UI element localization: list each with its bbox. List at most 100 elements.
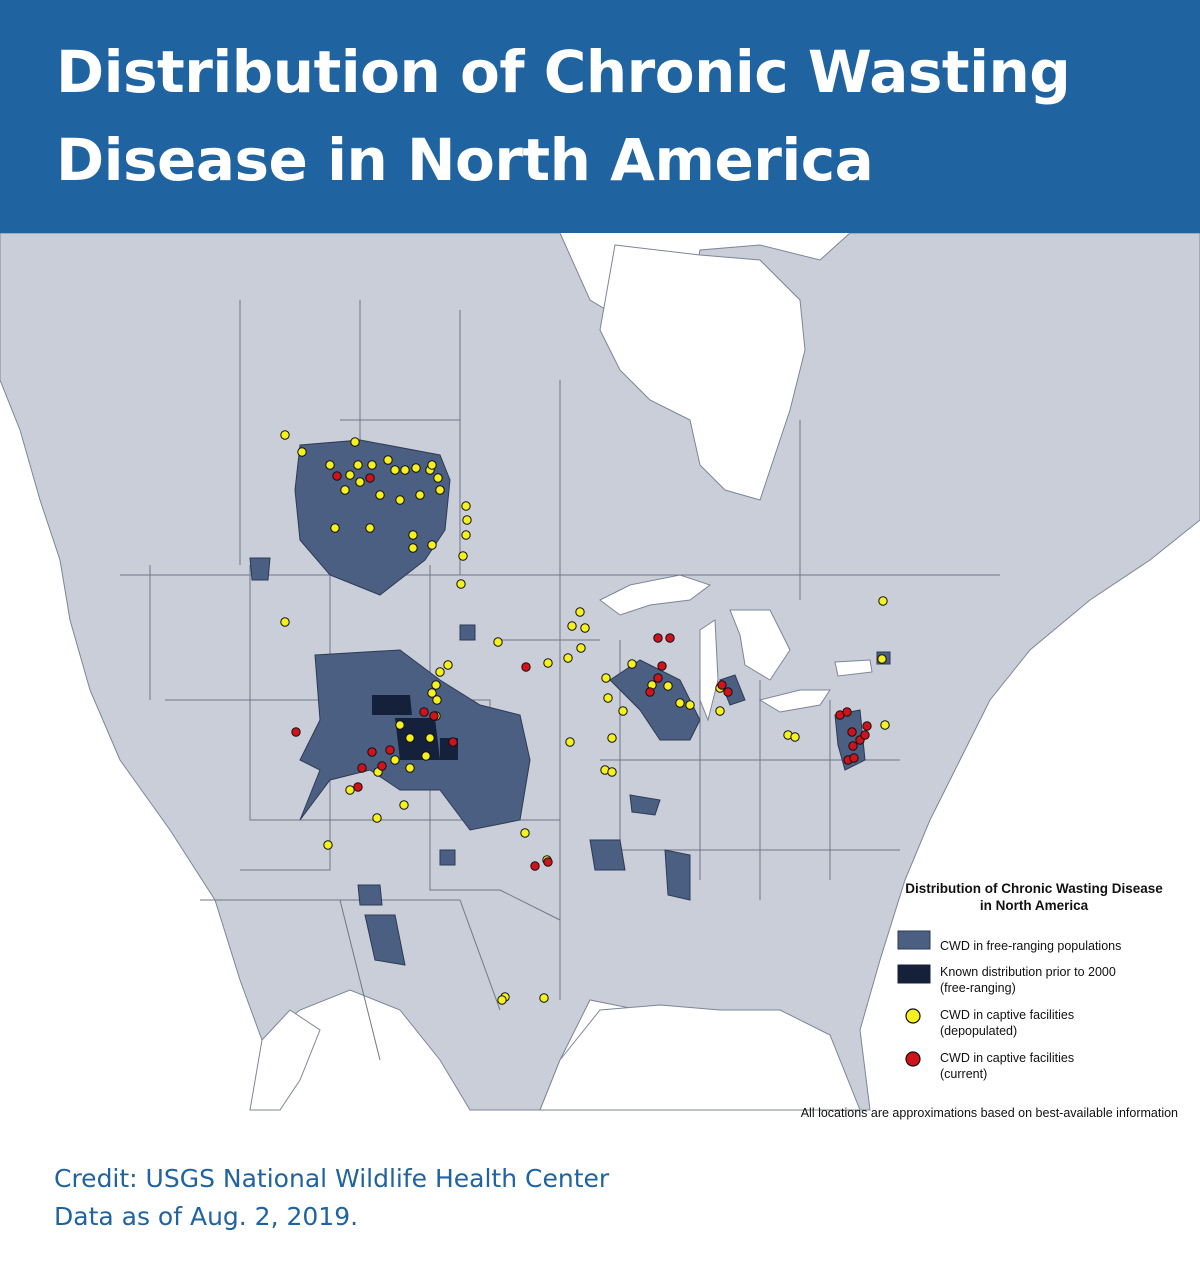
legend-swatch-pre2000 <box>897 964 931 984</box>
gulf-of-mexico <box>539 1004 861 1111</box>
marker-captive-depopulated <box>415 490 425 500</box>
map <box>0 233 1200 1130</box>
marker-captive-depopulated <box>408 530 418 540</box>
map-svg <box>0 233 1200 1130</box>
marker-captive-depopulated <box>427 540 437 550</box>
marker-captive-current <box>653 633 663 643</box>
marker-captive-depopulated <box>520 828 530 838</box>
marker-captive-depopulated <box>355 477 365 487</box>
region-pre2000-wyoming <box>372 695 412 715</box>
marker-captive-depopulated <box>431 680 441 690</box>
marker-captive-current <box>717 680 727 690</box>
page-title: Distribution of Chronic Wasting Disease … <box>56 38 1071 194</box>
marker-captive-current <box>367 747 377 757</box>
marker-captive-current <box>530 861 540 871</box>
marker-captive-depopulated <box>345 785 355 795</box>
marker-captive-current <box>385 745 395 755</box>
marker-captive-current <box>849 753 859 763</box>
legend-item-current: CWD in captive facilities (current) <box>884 1050 1184 1094</box>
marker-captive-current <box>847 727 857 737</box>
marker-captive-depopulated <box>399 800 409 810</box>
marker-captive-depopulated <box>330 523 340 533</box>
marker-captive-current <box>377 761 387 771</box>
legend: Distribution of Chronic Wasting Disease … <box>884 880 1184 1094</box>
marker-captive-depopulated <box>411 463 421 473</box>
marker-captive-depopulated <box>497 995 507 1005</box>
legend-label-depopulated: CWD in captive facilities (depopulated) <box>940 1008 1075 1038</box>
marker-captive-depopulated <box>375 490 385 500</box>
marker-captive-depopulated <box>458 551 468 561</box>
legend-item-pre2000: Known distribution prior to 2000 (free-r… <box>884 964 1184 1007</box>
credit-source: Credit: USGS National Wildlife Health Ce… <box>54 1164 610 1193</box>
marker-captive-depopulated <box>425 733 435 743</box>
marker-captive-depopulated <box>350 437 360 447</box>
region-michigan <box>719 674 746 706</box>
marker-captive-depopulated <box>565 737 575 747</box>
marker-captive-current <box>665 633 675 643</box>
region-pre2000-colorado <box>395 718 440 760</box>
marker-captive-current <box>543 857 553 867</box>
marker-captive-depopulated <box>567 621 577 631</box>
marker-captive-current <box>645 687 655 697</box>
marker-captive-depopulated <box>462 515 472 525</box>
legend-swatch-depopulated <box>905 1008 921 1024</box>
marker-captive-current <box>291 727 301 737</box>
marker-captive-depopulated <box>715 706 725 716</box>
credit-date: Data as of Aug. 2, 2019. <box>54 1202 359 1231</box>
region-minnesota <box>459 624 476 641</box>
marker-captive-current <box>419 707 429 717</box>
title-banner: Distribution of Chronic Wasting Disease … <box>0 0 1200 233</box>
marker-captive-current <box>848 741 858 751</box>
marker-captive-current <box>448 737 458 747</box>
marker-captive-depopulated <box>685 700 695 710</box>
region-new-mexico <box>357 884 383 906</box>
legend-item-free-ranging: CWD in free-ranging populations <box>884 938 1184 964</box>
marker-captive-depopulated <box>395 495 405 505</box>
region-texas-panhandle <box>439 849 456 866</box>
marker-captive-depopulated <box>405 733 415 743</box>
marker-captive-depopulated <box>675 698 685 708</box>
marker-captive-depopulated <box>297 447 307 457</box>
region-mississippi <box>664 849 691 901</box>
marker-captive-depopulated <box>280 617 290 627</box>
marker-captive-current <box>723 687 733 697</box>
marker-captive-depopulated <box>340 485 350 495</box>
marker-captive-current <box>653 673 663 683</box>
marker-captive-current <box>842 707 852 717</box>
marker-captive-depopulated <box>456 579 466 589</box>
marker-captive-depopulated <box>493 637 503 647</box>
marker-captive-depopulated <box>461 530 471 540</box>
marker-captive-depopulated <box>461 501 471 511</box>
marker-captive-depopulated <box>543 658 553 668</box>
legend-item-depopulated: CWD in captive facilities (depopulated) <box>884 1007 1184 1050</box>
marker-captive-depopulated <box>395 720 405 730</box>
marker-captive-depopulated <box>367 460 377 470</box>
gulf-of-california <box>249 1009 321 1111</box>
marker-captive-depopulated <box>400 465 410 475</box>
marker-captive-current <box>862 721 872 731</box>
marker-captive-depopulated <box>618 706 628 716</box>
marker-captive-depopulated <box>405 763 415 773</box>
marker-captive-depopulated <box>353 460 363 470</box>
captive-facility-markers <box>280 430 890 1005</box>
hudson-bay <box>599 244 806 501</box>
marker-captive-current <box>860 730 870 740</box>
marker-captive-depopulated <box>433 473 443 483</box>
marker-captive-current <box>357 763 367 773</box>
disclaimer-note: All locations are approximations based o… <box>800 1106 1178 1120</box>
legend-title: Distribution of Chronic Wasting Disease … <box>905 881 1163 913</box>
marker-captive-depopulated <box>427 688 437 698</box>
legend-swatch-free-ranging <box>897 930 931 950</box>
legend-swatch-current <box>905 1051 921 1067</box>
credit: Credit: USGS National Wildlife Health Ce… <box>54 1160 609 1236</box>
marker-captive-depopulated <box>432 695 442 705</box>
marker-captive-depopulated <box>372 813 382 823</box>
marker-captive-depopulated <box>280 430 290 440</box>
marker-captive-depopulated <box>435 667 445 677</box>
legend-label-current: CWD in captive facilities (current) <box>940 1051 1075 1081</box>
marker-captive-current <box>521 662 531 672</box>
marker-captive-current <box>657 661 667 671</box>
marker-captive-current <box>429 711 439 721</box>
marker-captive-depopulated <box>345 470 355 480</box>
marker-captive-depopulated <box>880 720 890 730</box>
